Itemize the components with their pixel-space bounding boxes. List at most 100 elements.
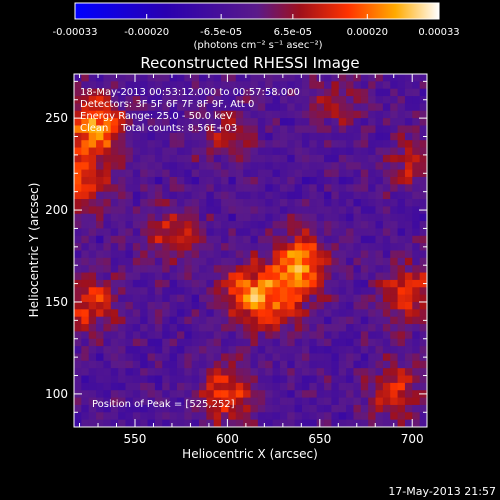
heatmap-cell [353,250,362,259]
heatmap-cell [265,206,274,215]
heatmap-cell [279,250,288,259]
heatmap-cell [213,250,222,259]
heatmap-cell [118,191,127,200]
heatmap-cell [147,184,156,193]
heatmap-cell [176,176,185,185]
heatmap-cell [287,294,296,303]
heatmap-cell [154,103,163,112]
heatmap-cell [294,316,303,325]
heatmap-cell [368,103,377,112]
heatmap-cell [265,419,274,427]
heatmap-cell [279,147,288,156]
heatmap-cell [213,301,222,310]
heatmap-cell [110,338,119,347]
heatmap-cell [184,176,193,185]
heatmap-cell [382,404,391,413]
heatmap-cell [324,346,332,355]
heatmap-cell [184,147,193,156]
heatmap-cell [353,316,362,325]
heatmap-cell [176,96,185,105]
heatmap-cell [88,338,97,347]
heatmap-cell [206,154,215,163]
heatmap-cell [257,243,266,252]
heatmap-cell [118,390,127,399]
heatmap-cell [154,404,163,413]
heatmap-cell [206,74,215,82]
heatmap-cell [375,419,384,427]
heatmap-cell [368,228,377,237]
heatmap-cell [301,301,310,310]
heatmap-cell [221,265,230,274]
heatmap-cell [125,360,134,369]
heatmap-cell [243,162,252,171]
heatmap-cell [257,235,266,244]
heatmap-cell [199,221,207,230]
heatmap-cell [301,382,310,391]
heatmap-cell [125,412,134,421]
heatmap-cell [419,154,427,163]
heatmap-cell [199,228,207,237]
heatmap-cell [74,397,82,406]
heatmap-cell [176,184,185,193]
heatmap-cell [88,382,97,391]
heatmap-cell [235,353,244,362]
heatmap-cell [147,287,156,296]
heatmap-cell [199,309,207,318]
heatmap-cell [213,419,222,427]
heatmap-cell [221,419,230,427]
heatmap-cell [81,397,90,406]
heatmap-cell [184,346,193,355]
heatmap-cell [294,74,303,82]
heatmap-cell [221,324,230,332]
heatmap-cell [103,382,112,391]
heatmap-cell [324,368,332,377]
x-tick-label: 700 [401,432,424,446]
heatmap-cell [250,287,259,296]
heatmap-cell [213,147,222,156]
heatmap-cell [294,375,303,384]
heatmap-cell [331,382,340,391]
heatmap-cell [243,419,252,427]
heatmap-cell [331,250,340,259]
heatmap-cell [140,338,149,347]
heatmap-cell [309,169,318,178]
heatmap-cell [243,331,252,340]
heatmap-cell [382,353,391,362]
heatmap-cell [257,272,266,281]
heatmap-cell [360,412,369,421]
heatmap-cell [147,368,156,377]
heatmap-cell [96,140,105,149]
heatmap-cell [110,184,119,193]
heatmap-cell [419,265,427,274]
heatmap-cell [287,382,296,391]
heatmap-cell [419,301,427,310]
heatmap-cell [154,199,163,207]
heatmap-cell [147,346,156,355]
heatmap-cell [250,324,259,332]
heatmap-cell [199,382,207,391]
heatmap-cell [353,287,362,296]
heatmap-cell [353,221,362,230]
heatmap-cell [162,353,171,362]
heatmap-cell [213,294,222,303]
heatmap-cell [213,346,222,355]
heatmap-cell [272,132,281,141]
heatmap-cell [176,221,185,230]
heatmap-cell [301,279,310,288]
heatmap-cell [118,324,127,332]
heatmap-cell [235,338,244,347]
heatmap-cell [419,147,427,156]
heatmap-cell [228,235,237,244]
heatmap-cell [103,147,112,156]
heatmap-cell [309,140,318,149]
heatmap-cell [176,154,185,163]
heatmap-cell [316,324,325,332]
heatmap-cell [272,103,281,112]
heatmap-cell [331,191,340,200]
heatmap-cell [140,279,149,288]
heatmap-cell [154,390,163,399]
heatmap-cell [184,81,193,90]
heatmap-cell [206,404,215,413]
heatmap-cell [88,368,97,377]
heatmap-cell [375,206,384,215]
